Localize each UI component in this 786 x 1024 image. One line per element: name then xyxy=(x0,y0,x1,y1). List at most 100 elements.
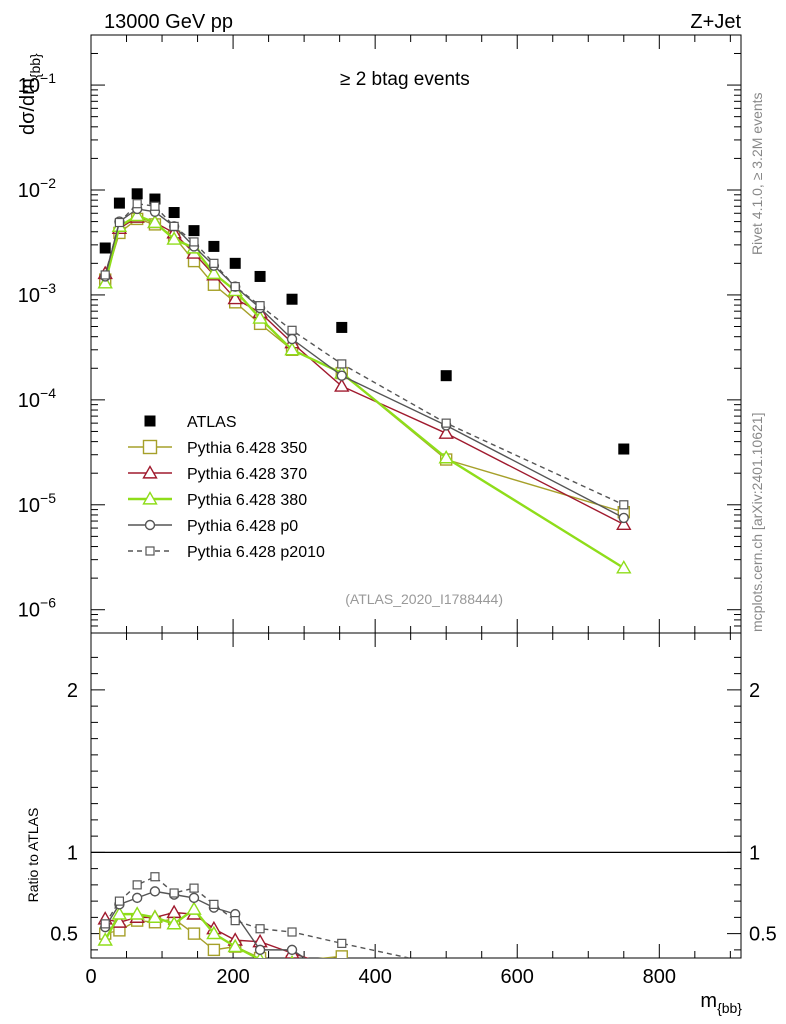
mc-point xyxy=(286,333,298,345)
series-line-p350 xyxy=(104,218,624,513)
mc-point xyxy=(618,512,629,524)
mc-point xyxy=(438,449,454,464)
mc-point xyxy=(147,214,163,229)
legend-label: Pythia 6.428 p2010 xyxy=(187,544,325,561)
mc-point xyxy=(336,370,347,381)
mc-point xyxy=(144,519,156,531)
x-tick-label: 200 xyxy=(216,966,249,988)
mc-point xyxy=(619,500,629,510)
data-point xyxy=(208,240,220,252)
mc-point xyxy=(441,418,451,428)
data-point xyxy=(618,443,630,455)
ratio-series-p2010 xyxy=(100,872,413,958)
mc-point xyxy=(166,231,182,245)
x-tick-label: 0 xyxy=(85,966,96,988)
x-tick-label: 800 xyxy=(643,966,676,988)
analysis-label: (ATLAS_2020_I1788444) xyxy=(345,591,503,607)
data-point xyxy=(336,321,348,333)
x-axis-label: m{bb} xyxy=(700,990,742,1016)
mc-point xyxy=(252,310,268,324)
mc-point xyxy=(150,201,160,211)
ratio-series-group xyxy=(97,872,413,987)
ratio-y-tick-label-right: 1 xyxy=(749,842,760,864)
mc-point xyxy=(111,906,128,920)
mc-point xyxy=(189,237,199,247)
main-series-group xyxy=(97,188,632,574)
process-label: Z+Jet xyxy=(690,11,741,33)
main-y-axis-label: dσ/dm{bb} xyxy=(17,53,43,135)
mc-point xyxy=(150,872,160,882)
series-data xyxy=(99,188,630,455)
mc-point xyxy=(142,439,158,455)
mcplots-side-label: mcplots.cern.ch [arXiv:2401.10621] xyxy=(749,413,765,632)
series-p370 xyxy=(97,209,632,530)
series-line-p370 xyxy=(104,216,625,526)
ratio-y-tick-label: 0.5 xyxy=(50,924,78,946)
mc-point xyxy=(337,978,346,987)
legend-entry-p2010: Pythia 6.428 p2010 xyxy=(128,544,325,561)
series-p0 xyxy=(100,203,629,524)
series-line-p380 xyxy=(104,214,625,569)
data-point xyxy=(113,197,125,209)
y-tick-label: 10−1 xyxy=(18,70,56,97)
legend-label: Pythia 6.428 380 xyxy=(187,492,307,509)
mc-point xyxy=(230,916,240,926)
legend-entry-p0: Pythia 6.428 p0 xyxy=(128,518,298,535)
mc-point xyxy=(186,901,202,915)
mc-point xyxy=(254,944,266,956)
data-point xyxy=(168,207,180,219)
mc-point xyxy=(142,465,158,479)
mc-point xyxy=(290,954,294,958)
ratio-y-tick-label-right: 0.5 xyxy=(749,924,777,946)
y-tick-label: 10−2 xyxy=(18,175,56,202)
mc-point xyxy=(286,944,298,956)
ratio-y-tick-label: 1 xyxy=(67,842,78,864)
ratio-y-tick-label-right: 2 xyxy=(749,680,760,702)
data-point xyxy=(254,270,266,282)
ratio-y-axis-label: Ratio to ATLAS xyxy=(25,808,41,903)
mc-point xyxy=(114,896,125,906)
mc-point xyxy=(132,199,142,209)
x-tick-label: 600 xyxy=(501,966,534,988)
mc-point xyxy=(337,938,347,948)
ratio-series-p380 xyxy=(97,901,294,958)
mc-point xyxy=(209,899,219,909)
mc-point xyxy=(438,425,454,439)
ratio-y-tick-label: 2 xyxy=(67,680,78,702)
mc-point xyxy=(149,886,161,897)
data-point xyxy=(229,257,241,269)
mc-point xyxy=(129,207,145,222)
mc-point xyxy=(131,892,143,904)
mc-point xyxy=(147,909,163,923)
mc-point xyxy=(209,258,219,268)
series-p2010 xyxy=(100,199,629,510)
legend-label: Pythia 6.428 p0 xyxy=(187,518,298,535)
mc-point xyxy=(206,265,222,280)
data-point xyxy=(440,370,452,382)
mc-point xyxy=(337,359,347,369)
legend-label: Pythia 6.428 350 xyxy=(187,440,307,457)
ratio-panel: 0 200 400 600 800 0.5 0.5 1 1 2 2 xyxy=(50,632,777,988)
mc-point xyxy=(335,963,348,974)
mc-point xyxy=(227,938,243,953)
legend: ATLAS Pythia 6.428 350 Pythia 6.428 370 Pyt… xyxy=(128,414,325,561)
legend-label: Pythia 6.428 370 xyxy=(187,466,307,483)
legend-entry-p370: Pythia 6.428 370 xyxy=(128,465,307,483)
mc-point xyxy=(187,927,201,940)
rivet-side-label: Rivet 4.1.0, ≥ 3.2M events xyxy=(749,92,765,255)
data-point xyxy=(144,415,156,427)
legend-entry-p350: Pythia 6.428 350 xyxy=(128,439,307,457)
data-point xyxy=(99,242,111,254)
mc-point xyxy=(188,892,200,904)
legend-entry-data: ATLAS xyxy=(144,414,237,431)
series-p380 xyxy=(97,207,632,574)
mc-point xyxy=(335,950,348,958)
mc-point xyxy=(230,282,240,292)
mc-point xyxy=(616,560,632,574)
ratio-line-p380 xyxy=(104,907,260,958)
mc-point xyxy=(100,919,110,929)
mc-point xyxy=(255,924,265,934)
y-tick-label: 10−4 xyxy=(18,385,56,412)
legend-label: ATLAS xyxy=(187,414,237,431)
